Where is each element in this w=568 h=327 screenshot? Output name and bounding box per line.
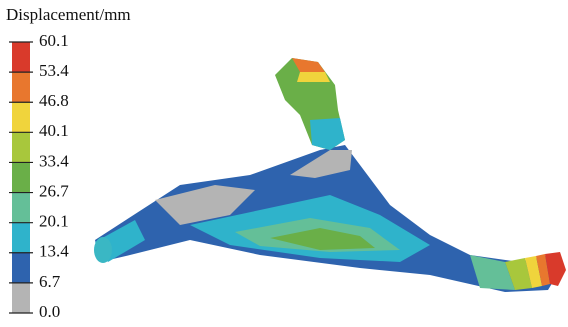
fea-model xyxy=(94,58,566,292)
colorbar-label: 0.0 xyxy=(39,302,60,321)
colorbar-segment xyxy=(12,253,30,283)
colorbar-label: 40.1 xyxy=(39,121,69,140)
colorbar-segment xyxy=(12,283,30,313)
colorbar-label: 53.4 xyxy=(39,61,69,80)
colorbar-segment xyxy=(12,223,30,253)
figure: Displacement/mm 60.1 53.4 46.8 40.1 33.4 26.7… xyxy=(0,0,568,322)
band-yellow-top xyxy=(297,72,330,82)
colorbar-segment xyxy=(12,72,30,102)
colorbar-label: 13.4 xyxy=(39,242,69,261)
colorbar-segment xyxy=(12,162,30,192)
band-cyan-upper xyxy=(310,118,345,150)
colorbar-label: 33.4 xyxy=(39,151,69,170)
colorbar-segment xyxy=(12,102,30,132)
colorbar-label: 46.8 xyxy=(39,91,69,110)
colorbar-segment xyxy=(12,132,30,162)
colorbar-segment xyxy=(12,42,30,72)
colorbar-label: 20.1 xyxy=(39,212,69,231)
legend-title: Displacement/mm xyxy=(6,5,131,24)
colorbar-segment xyxy=(12,193,30,223)
colorbar-label: 60.1 xyxy=(39,31,69,50)
end-face xyxy=(94,237,112,263)
colorbar-label: 6.7 xyxy=(39,272,61,291)
colorbar-label: 26.7 xyxy=(39,181,69,200)
